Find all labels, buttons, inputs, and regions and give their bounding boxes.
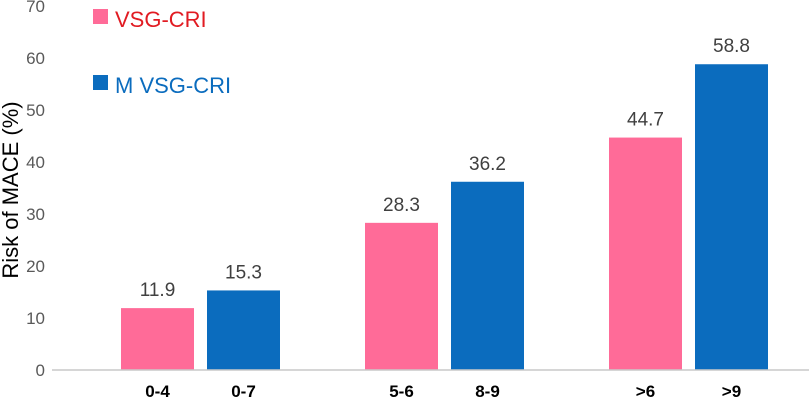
bar-vsg-cri bbox=[121, 308, 194, 370]
data-label: 58.8 bbox=[713, 36, 750, 57]
x-tick-label: 8-9 bbox=[475, 382, 500, 401]
y-tick-label: 40 bbox=[26, 153, 45, 172]
y-tick-label: 60 bbox=[26, 49, 45, 68]
bar-vsg-cri bbox=[365, 222, 438, 370]
y-tick-label: 50 bbox=[26, 101, 45, 120]
y-axis-label: Risk of MACE (%) bbox=[0, 101, 23, 278]
legend-label: M VSG-CRI bbox=[115, 73, 231, 98]
y-tick-label: 0 bbox=[36, 361, 45, 380]
y-tick-label: 10 bbox=[26, 309, 45, 328]
data-label: 11.9 bbox=[140, 280, 176, 301]
x-tick-label: 0-7 bbox=[231, 382, 256, 401]
bar-m-vsg-cri bbox=[695, 64, 768, 371]
data-label: 15.3 bbox=[225, 262, 262, 283]
y-tick-label: 70 bbox=[26, 0, 45, 16]
y-axis-ticks: 0 10 20 30 40 50 60 70 bbox=[26, 0, 45, 380]
x-axis-ticks: 0-4 0-7 5-6 8-9 >6 >9 bbox=[145, 382, 741, 401]
bar-m-vsg-cri bbox=[207, 290, 280, 370]
bars bbox=[121, 64, 768, 371]
bar-vsg-cri bbox=[609, 137, 682, 370]
bar-m-vsg-cri bbox=[451, 181, 524, 370]
data-label: 44.7 bbox=[627, 110, 664, 131]
data-label: 28.3 bbox=[383, 195, 420, 216]
y-tick-label: 30 bbox=[26, 205, 45, 224]
x-tick-label: 5-6 bbox=[389, 382, 414, 401]
legend-label: VSG-CRI bbox=[115, 7, 207, 32]
x-tick-label: 0-4 bbox=[145, 382, 170, 401]
data-label: 36.2 bbox=[469, 154, 506, 175]
x-tick-label: >9 bbox=[722, 382, 741, 401]
x-tick-label: >6 bbox=[636, 382, 655, 401]
legend-swatch bbox=[93, 9, 108, 24]
y-tick-label: 20 bbox=[26, 257, 45, 276]
legend: VSG-CRI M VSG-CRI bbox=[93, 7, 231, 98]
legend-swatch bbox=[93, 75, 108, 90]
data-labels: 11.9 15.3 28.3 36.2 44.7 58.8 bbox=[140, 36, 750, 301]
